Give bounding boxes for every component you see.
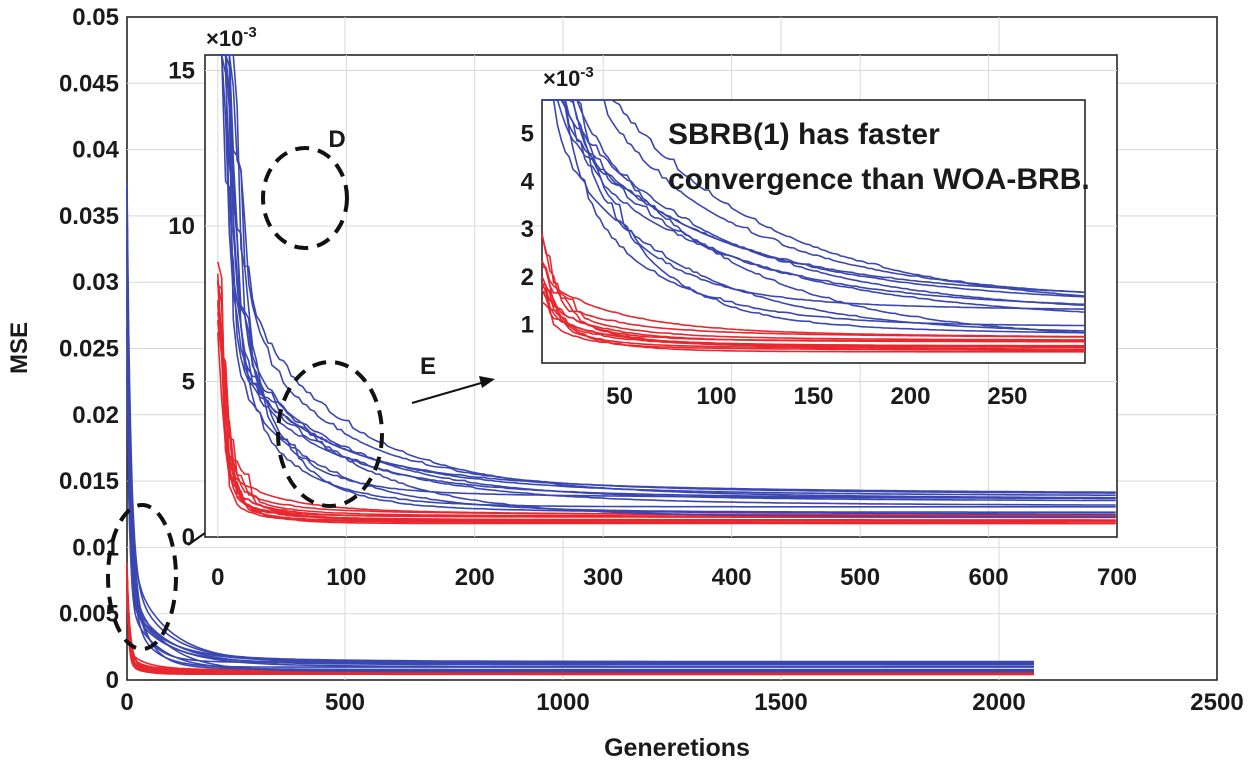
inset2-curve-sbrb1 (541, 282, 1085, 348)
inset2-scale-label: ×10-3 (543, 64, 594, 91)
inset2-x-tick-label: 100 (697, 383, 737, 410)
main-x-tick-label: 500 (325, 689, 365, 716)
inset1-curve-woa-brb (217, 54, 1116, 506)
main-curve-sbrb1 (126, 562, 1034, 675)
inset2-curve-woa-brb (542, 99, 1085, 332)
inset2-x-tick-label: 250 (987, 383, 1027, 410)
main-y-tick-label: 0.045 (59, 70, 119, 97)
annotation-label-d: D (328, 126, 345, 153)
inset2-curve-woa-brb (542, 99, 1085, 327)
main-x-tick-label: 1000 (536, 689, 589, 716)
main-y-tick-label: 0.04 (72, 137, 119, 164)
inset1-curve-woa-brb (217, 54, 1116, 518)
main-curve-woa-brb (126, 370, 1034, 673)
x-axis-label: Generetions (604, 734, 750, 762)
inset1-curve-sbrb1 (217, 282, 1116, 522)
inset1-x-tick-label: 300 (583, 564, 623, 591)
main-x-tick-label: 0 (120, 689, 133, 716)
main-y-tick-label: 0.02 (72, 402, 119, 429)
inset2-curve-woa-brb (542, 99, 1086, 334)
inset1-x-tick-label: 100 (326, 564, 366, 591)
inset2-y-tick-label: 2 (521, 264, 534, 291)
inset2-plot: 50 100 150 200 250 1 2 3 4 5 ×10-3 SBRB(1) has fa… (521, 64, 1090, 410)
inset2-y-tick-label: 4 (521, 168, 535, 195)
inset2-curve-woa-brb (542, 99, 1086, 298)
ellipse-annotation-d (261, 146, 349, 250)
inset2-y-tick-label: 1 (521, 312, 534, 339)
inset1-x-tick-label: 700 (1097, 564, 1137, 591)
main-y-tick-label: 0.03 (72, 269, 119, 296)
inset1-x-tick-label: 400 (712, 564, 752, 591)
y-axis-label: MSE (6, 322, 33, 374)
inset2-curve-sbrb1 (541, 266, 1086, 338)
main-y-tick-label: 0.05 (72, 4, 119, 31)
main-x-tick-label: 2000 (972, 689, 1025, 716)
inset1-curve-woa-brb (217, 54, 1116, 494)
inset2-y-tick-label: 5 (521, 120, 534, 147)
arrow-head-inset2 (479, 376, 495, 388)
inset1-y-tick-label: 10 (168, 213, 195, 240)
inset1-curve-woa-brb (217, 54, 1116, 515)
inset1-curve-woa-brb (217, 54, 1116, 502)
ellipse-annotation-e (276, 360, 384, 508)
main-x-tick-label: 2500 (1190, 689, 1243, 716)
main-curve-woa-brb (126, 220, 1034, 666)
main-y-tick-label: 0.015 (59, 468, 119, 495)
main-tick-labels: 0 500 1000 1500 2000 250000.0050.010.0150.020… (59, 4, 1244, 716)
inset2-curve-woa-brb (542, 99, 1086, 297)
inset1-curve-sbrb1 (217, 261, 1116, 524)
inset2-curve-woa-brb (542, 99, 1086, 294)
inset1-x-tick-label: 0 (211, 564, 224, 591)
annotation-note-line2: convergence than WOA-BRB. (668, 163, 1090, 196)
ellipse-annotation-c (106, 503, 178, 651)
inset2-tick-labels: 50 100 150 200 250 1 2 3 4 5 (521, 120, 1028, 410)
inset1-curve-woa-brb (217, 54, 1116, 499)
inset1-series-lines (217, 54, 1116, 525)
inset2-curve-sbrb1 (541, 235, 1085, 341)
main-series-lines (126, 182, 1034, 676)
inset2-curve-woa-brb (542, 99, 1086, 313)
inset1-curve-woa-brb (217, 54, 1116, 508)
inset2-curve-sbrb1 (541, 290, 1085, 350)
main-x-tick-label: 1500 (754, 689, 807, 716)
annotation-label-e: E (420, 353, 436, 380)
inset2-y-tick-label: 3 (521, 216, 534, 243)
inset2-curve-woa-brb (542, 99, 1085, 334)
inset2-curve-sbrb1 (541, 301, 1085, 352)
main-y-tick-label: 0.035 (59, 203, 119, 230)
inset2-curve-woa-brb (542, 99, 1085, 306)
annotation-note-line1: SBRB(1) has faster (668, 118, 940, 151)
inset1-x-tick-label: 600 (969, 564, 1009, 591)
main-y-tick-label: 0 (106, 667, 119, 694)
inset2-x-tick-label: 50 (606, 383, 633, 410)
inset2-x-tick-label: 150 (793, 383, 833, 410)
main-y-tick-label: 0.025 (59, 336, 119, 363)
inset2-curve-sbrb1 (541, 233, 1086, 342)
inset1-y-tick-label: 15 (168, 58, 195, 85)
inset2-x-tick-label: 200 (890, 383, 930, 410)
inset2-series-lines (541, 99, 1086, 353)
main-curve-woa-brb (126, 328, 1034, 668)
inset1-x-tick-label: 200 (455, 564, 495, 591)
main-curve-woa-brb (126, 182, 1034, 663)
inset1-y-tick-label: 5 (182, 369, 195, 396)
inset1-scale-label: ×10-3 (206, 24, 257, 51)
inset1-y-tick-label: 0 (182, 524, 195, 551)
arrow-to-inset2 (411, 380, 489, 404)
inset1-x-tick-label: 500 (840, 564, 880, 591)
